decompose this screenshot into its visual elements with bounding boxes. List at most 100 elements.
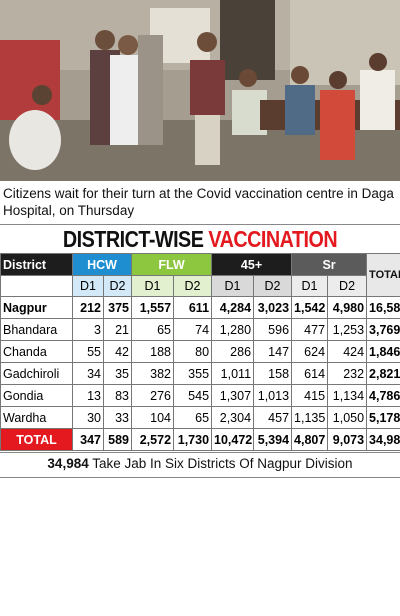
table-row: Chanda 55 42 188 80 286 147 624 424 1,846 — [0, 340, 400, 363]
divider — [0, 452, 400, 453]
footer-text: Take Jab In Six Districts Of Nagpur Divi… — [88, 456, 353, 471]
table-cell: 1,135 — [291, 406, 329, 429]
table-cell: 3 — [72, 318, 104, 341]
row-total-cell: 4,786 — [366, 384, 400, 407]
dose-label: D1 — [291, 275, 329, 297]
table-cell: 65 — [173, 406, 213, 429]
district-name: Gadchiroli — [0, 362, 73, 385]
table-cell: 30 — [72, 406, 104, 429]
table-cell: 614 — [291, 362, 329, 385]
table-cell: 232 — [327, 362, 368, 385]
dose-label: D2 — [102, 275, 133, 297]
table-dose-header: D1 D2 D1 D2 D1 D2 D1 D2 — [0, 275, 400, 297]
table-cell: 4,980 — [327, 296, 368, 319]
table-group-header: District HCW FLW 45+ Sr TOTAL — [0, 253, 400, 297]
table-cell: 21 — [102, 318, 133, 341]
total-cell: 4,807 — [291, 428, 329, 451]
table-cell: 611 — [173, 296, 213, 319]
table-cell: 158 — [253, 362, 293, 385]
district-name: Bhandara — [0, 318, 73, 341]
header-sr: Sr — [291, 253, 368, 276]
divider — [0, 224, 400, 225]
table-cell: 596 — [253, 318, 293, 341]
row-total-cell: 16,584 — [366, 296, 400, 319]
table-cell: 104 — [131, 406, 175, 429]
vaccination-table: District HCW FLW 45+ Sr TOTAL D1 D2 D1 D… — [0, 253, 400, 451]
grand-total-cell: 34,984 — [366, 428, 400, 451]
table-body: Nagpur 212 375 1,557 611 4,284 3,023 1,542 4,980… — [0, 296, 400, 429]
table-cell: 545 — [173, 384, 213, 407]
table-cell: 382 — [131, 362, 175, 385]
total-cell: 1,730 — [173, 428, 213, 451]
row-total-cell: 3,769 — [366, 318, 400, 341]
table-cell: 42 — [102, 340, 133, 363]
table-cell: 4,284 — [211, 296, 255, 319]
row-total-cell: 5,178 — [366, 406, 400, 429]
dose-label: D1 — [131, 275, 175, 297]
header-45plus: 45+ — [211, 253, 293, 276]
table-cell: 13 — [72, 384, 104, 407]
total-cell: 10,472 — [211, 428, 255, 451]
dose-label: D1 — [72, 275, 104, 297]
table-cell: 276 — [131, 384, 175, 407]
table-cell: 35 — [102, 362, 133, 385]
table-cell: 1,557 — [131, 296, 175, 319]
row-total-cell: 1,846 — [366, 340, 400, 363]
table-row: Gondia 13 83 276 545 1,307 1,013 415 1,134 4,786 — [0, 384, 400, 407]
footer-summary: 34,984 Take Jab In Six Districts Of Nagp… — [0, 456, 400, 471]
table-cell: 74 — [173, 318, 213, 341]
table-cell: 212 — [72, 296, 104, 319]
table-row: Nagpur 212 375 1,557 611 4,284 3,023 1,542 4,980… — [0, 296, 400, 319]
table-cell: 1,050 — [327, 406, 368, 429]
table-cell: 3,023 — [253, 296, 293, 319]
district-name: Chanda — [0, 340, 73, 363]
table-cell: 1,542 — [291, 296, 329, 319]
dose-label: D2 — [253, 275, 293, 297]
table-cell: 1,280 — [211, 318, 255, 341]
table-cell: 415 — [291, 384, 329, 407]
photo-caption: Citizens wait for their turn at the Covi… — [3, 186, 394, 218]
table-cell: 83 — [102, 384, 133, 407]
table-total-row: TOTAL 347 589 2,572 1,730 10,472 5,394 4… — [0, 428, 400, 451]
title-part-dark: DISTRICT-WISE — [62, 226, 209, 252]
footer-number: 34,984 — [47, 456, 89, 471]
table-cell: 147 — [253, 340, 293, 363]
table-cell: 1,253 — [327, 318, 368, 341]
header-total: TOTAL — [366, 253, 400, 297]
table-cell: 2,304 — [211, 406, 255, 429]
table-cell: 624 — [291, 340, 329, 363]
table-cell: 286 — [211, 340, 255, 363]
district-name: Gondia — [0, 384, 73, 407]
table-cell: 55 — [72, 340, 104, 363]
table-cell: 457 — [253, 406, 293, 429]
table-cell: 188 — [131, 340, 175, 363]
table-cell: 355 — [173, 362, 213, 385]
table-cell: 65 — [131, 318, 175, 341]
table-row: Gadchiroli 34 35 382 355 1,011 158 614 232 2,821 — [0, 362, 400, 385]
table-cell: 375 — [102, 296, 133, 319]
dose-label: D2 — [173, 275, 213, 297]
row-total-cell: 2,821 — [366, 362, 400, 385]
table-cell: 1,011 — [211, 362, 255, 385]
table-cell: 1,134 — [327, 384, 368, 407]
table-cell: 33 — [102, 406, 133, 429]
table-row: Wardha 30 33 104 65 2,304 457 1,135 1,050 5,178 — [0, 406, 400, 429]
table-cell: 80 — [173, 340, 213, 363]
dose-header-blank — [0, 275, 73, 297]
total-cell: 2,572 — [131, 428, 175, 451]
header-district: District — [0, 253, 73, 276]
divider — [0, 477, 400, 478]
total-cell: 9,073 — [327, 428, 368, 451]
table-cell: 34 — [72, 362, 104, 385]
header-flw: FLW — [131, 253, 213, 276]
table-cell: 477 — [291, 318, 329, 341]
dose-label: D2 — [327, 275, 368, 297]
news-photo — [0, 0, 400, 181]
district-name: Wardha — [0, 406, 73, 429]
total-label: TOTAL — [0, 428, 73, 451]
header-hcw: HCW — [71, 253, 133, 276]
dose-label: D1 — [211, 275, 255, 297]
total-cell: 589 — [102, 428, 133, 451]
total-cell: 347 — [72, 428, 104, 451]
table-cell: 424 — [327, 340, 368, 363]
